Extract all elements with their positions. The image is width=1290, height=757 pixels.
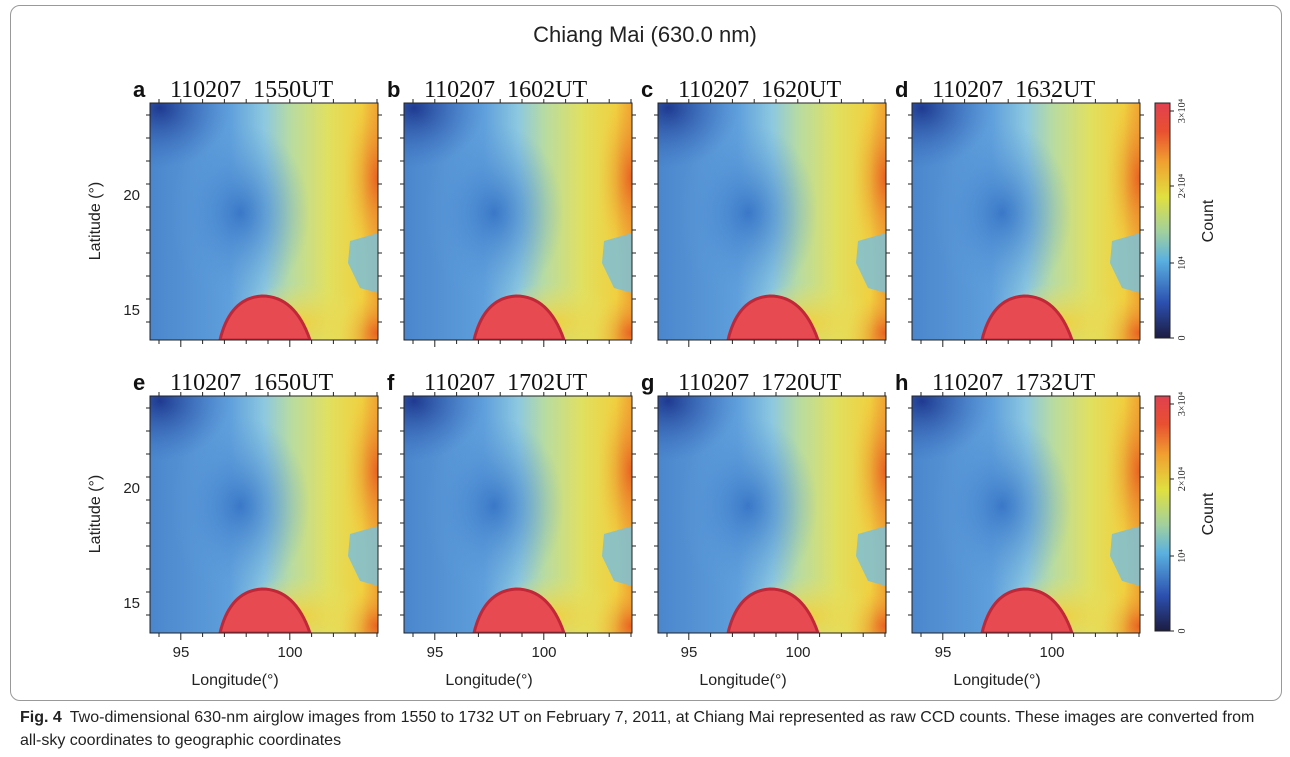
x-tick-label: 95 <box>681 644 698 661</box>
panel-label: 110207 1650UT <box>170 370 333 396</box>
colorbar-tick-label: 0 <box>1177 336 1188 341</box>
panel-frame <box>911 102 1141 341</box>
y-tick-label: 20 <box>123 480 140 497</box>
x-tick-label: 95 <box>935 644 952 661</box>
panel-letter: e <box>133 370 145 395</box>
colorbar <box>1154 395 1171 632</box>
panel-frame <box>657 102 887 341</box>
x-tick-label: 100 <box>785 644 810 661</box>
panel-frame <box>403 102 633 341</box>
panel-frame <box>149 395 379 634</box>
colorbar-tick-label: 10⁴ <box>1177 549 1188 563</box>
caption-label: Fig. 4 <box>20 709 62 726</box>
x-axis-label: Longitude(°) <box>445 672 532 689</box>
panel-frame <box>149 102 379 341</box>
panel-letter: d <box>895 77 908 102</box>
x-tick-label: 95 <box>173 644 190 661</box>
panel-letter: b <box>387 77 400 102</box>
panel-label: 110207 1620UT <box>678 77 841 103</box>
panel-label: 110207 1720UT <box>678 370 841 396</box>
x-axis-label: Longitude(°) <box>699 672 786 689</box>
colorbar-tick-label: 0 <box>1177 629 1188 634</box>
panel-label: 110207 1732UT <box>932 370 1095 396</box>
colorbar-tick-label: 3×10⁴ <box>1177 98 1188 123</box>
colorbar-label: Count <box>1200 199 1217 242</box>
figure-frame <box>10 5 1282 701</box>
panel-frame <box>403 395 633 634</box>
y-axis-label: Latitude (°) <box>87 182 104 260</box>
panel-letter: a <box>133 77 146 102</box>
colorbar-tick-label: 2×10⁴ <box>1177 173 1188 198</box>
panel-letter: c <box>641 77 653 102</box>
figure-title: Chiang Mai (630.0 nm) <box>533 22 757 47</box>
panel-letter: h <box>895 370 908 395</box>
colorbar-tick-label: 2×10⁴ <box>1177 466 1188 491</box>
caption-text: Two-dimensional 630-nm airglow images fr… <box>20 709 1255 749</box>
panel-label: 110207 1550UT <box>170 77 333 103</box>
colorbar-tick-label: 3×10⁴ <box>1177 391 1188 416</box>
x-tick-label: 100 <box>277 644 302 661</box>
y-tick-label: 20 <box>123 187 140 204</box>
x-tick-label: 100 <box>1039 644 1064 661</box>
panel-frame <box>657 395 887 634</box>
x-axis-label: Longitude(°) <box>953 672 1040 689</box>
figure: Chiang Mai (630.0 nm) a 110207 1550UT b 110… <box>87 22 1217 689</box>
x-tick-label: 95 <box>427 644 444 661</box>
panel-letter: f <box>387 370 395 395</box>
colorbar-label: Count <box>1200 492 1217 535</box>
colorbar-tick-label: 10⁴ <box>1177 256 1188 270</box>
panel-frame <box>911 395 1141 634</box>
panel-label: 110207 1702UT <box>424 370 587 396</box>
panel-letter: g <box>641 370 654 395</box>
caption: Fig. 4 Two-dimensional 630-nm airglow ima… <box>20 706 1270 752</box>
colorbar <box>1154 102 1171 339</box>
panel-label: 110207 1632UT <box>932 77 1095 103</box>
y-axis-label: Latitude (°) <box>87 475 104 553</box>
panel-label: 110207 1602UT <box>424 77 587 103</box>
x-axis-label: Longitude(°) <box>191 672 278 689</box>
y-tick-label: 15 <box>123 302 140 319</box>
x-tick-label: 100 <box>531 644 556 661</box>
y-tick-label: 15 <box>123 595 140 612</box>
